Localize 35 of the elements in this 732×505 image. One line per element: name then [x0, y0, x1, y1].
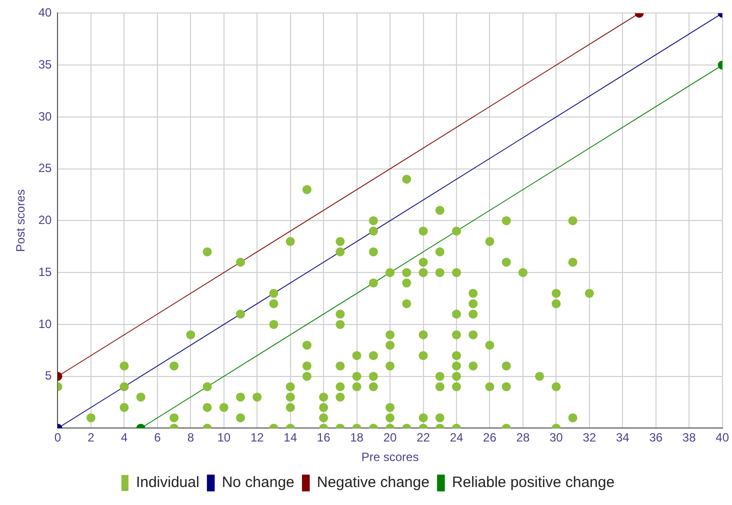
y-tick-label: 10 [38, 316, 52, 331]
x-tick-label: 20 [383, 430, 398, 445]
y-tick-label: 40 [38, 6, 52, 20]
legend-label: Negative change [316, 474, 430, 492]
y-tick-label: 35 [38, 57, 52, 72]
x-tick-label: 8 [187, 430, 194, 445]
x-tick-label: 6 [154, 430, 162, 445]
x-tick-label: 36 [649, 430, 663, 445]
x-tick-label: 34 [616, 430, 630, 445]
x-tick-label: 28 [516, 430, 530, 445]
x-tick-label: 38 [682, 430, 696, 445]
y-tick-label: 30 [38, 109, 52, 124]
x-axis-title: Pre scores [361, 450, 419, 464]
x-tick-label: 26 [483, 430, 497, 445]
x-tick-label: 22 [416, 430, 430, 445]
x-tick-label: 4 [120, 430, 128, 445]
x-tick-label: 12 [250, 430, 264, 445]
y-tick-label: 15 [38, 264, 52, 279]
y-tick-label: 20 [38, 213, 52, 228]
x-tick-label: 24 [450, 430, 464, 445]
legend-label: Reliable positive change [452, 474, 615, 492]
x-tick-label: 40 [716, 430, 730, 445]
legend-label: No change [222, 474, 294, 492]
x-tick-label: 10 [217, 430, 231, 445]
x-tick-label: 14 [284, 430, 298, 445]
y-axis-title: Post scores [14, 189, 28, 252]
x-tick-label: 18 [350, 430, 364, 445]
legend-label: Individual [136, 474, 200, 492]
x-tick-label: 2 [88, 430, 95, 445]
y-tick-label: 25 [38, 161, 52, 176]
x-tick-label: 32 [582, 430, 596, 445]
x-tick-label: 16 [316, 430, 331, 445]
y-tick-label: 5 [45, 368, 52, 383]
x-tick-label: 30 [550, 430, 564, 445]
x-tick-label: 0 [54, 430, 62, 445]
